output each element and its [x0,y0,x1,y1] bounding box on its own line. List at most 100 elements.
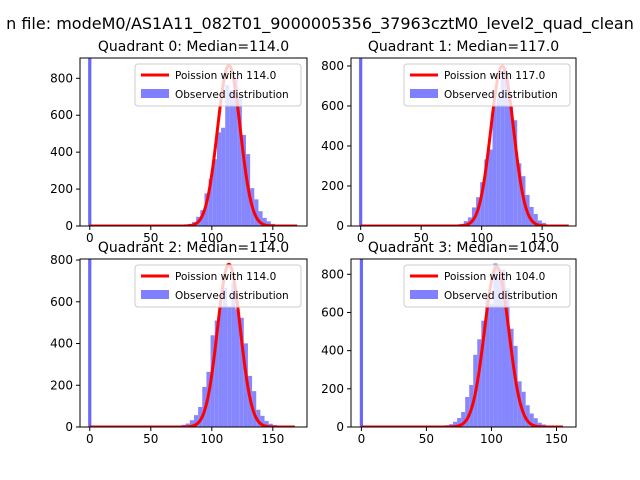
quadrant-0-legend-hist-label: Observed distribution [175,89,289,101]
quadrant-1-hist-bar [517,163,522,226]
quadrant-0-zero-bin [88,58,92,226]
quadrant-3-legend-hist-swatch [410,290,438,299]
quadrant-3-y-tick-label: 600 [321,305,344,319]
quadrant-2-y-tick-label: 200 [50,378,73,392]
quadrant-3-hist-bar [481,320,486,427]
quadrant-0-hist-bar [254,199,259,226]
quadrant-0-legend-hist-swatch [141,89,169,98]
quadrant-3-panel: 0 50 100 150 0 200 400 600 800 Quadrant 3: Median… [321,240,577,446]
quadrant-1-hist-bar [488,149,493,226]
quadrant-1-legend-hist-label: Observed distribution [444,89,558,101]
quadrant-3-x-tick-label: 50 [419,432,434,446]
quadrant-1-panel: 0 50 100 150 0 200 400 600 800 Quadrant 1: Median… [321,39,577,245]
quadrant-3-poisson-curve [360,265,564,427]
quadrant-2-plot-area [88,259,296,427]
quadrant-0-hist-bar [266,221,271,226]
quadrant-1-hist-bar [529,206,534,226]
quadrant-2-x-tick-label: 100 [200,432,223,446]
quadrant-0-x-tick-label: 100 [200,231,223,245]
quadrant-1-poisson-curve [359,64,570,226]
quadrant-2-hist-bar [214,320,219,427]
quadrant-3-hist-bar [529,413,534,427]
quadrant-1-axes-frame [350,57,577,227]
quadrant-3-hist-bar [493,263,498,427]
quadrant-2-hist-bar [223,287,228,427]
quadrant-3-x-tick-label: 0 [358,432,366,446]
quadrant-1-legend-hist-swatch [410,89,438,98]
quadrant-0-y-tick-label: 400 [50,145,73,159]
quadrant-2-hist-bar [256,409,261,427]
quadrant-0-hist-bar [237,95,242,226]
quadrant-0-x-tick-label: 150 [261,231,284,245]
quadrant-0-legend-box [134,63,302,107]
quadrant-3-hist-bar [537,422,542,427]
quadrant-3-title: Quadrant 3: Median=104.0 [368,240,559,256]
quadrant-0-hist-bar [229,89,234,226]
quadrant-2-y-tick-label: 400 [50,337,73,351]
quadrant-0-hist-bar [221,127,226,226]
quadrant-0-axes-frame [79,57,308,227]
quadrant-2-zero-bin [88,259,92,427]
quadrant-2-poisson-curve [88,262,296,427]
quadrant-2-axes-frame [79,258,308,428]
quadrant-2-hist-bar [218,305,224,427]
quadrant-3-hist-bar [501,269,506,427]
quadrant-2-hist-bar [235,309,240,427]
quadrant-3-hist-bar [525,405,530,427]
quadrant-0-x-tick-label: 0 [86,231,94,245]
quadrant-3-hist-bar [453,421,458,427]
quadrant-2-legend-fit-label: Poission with 114.0 [175,271,276,283]
quadrant-1-hist-bar [484,159,489,226]
quadrant-1-y-tick-label: 200 [321,179,344,193]
quadrant-1-hist-bar [508,106,514,226]
quadrant-2-y-tick-label: 800 [50,253,73,267]
quadrant-1-x-tick-label: 100 [470,231,493,245]
quadrant-0-legend: Poission with 114.0 Observed distribution [134,63,302,107]
quadrant-1-hist-bar [537,220,542,226]
quadrant-3-hist-bar [461,412,466,427]
quadrant-0-poisson-curve [88,63,299,226]
quadrant-2-hist-bar [198,406,203,427]
quadrant-2-legend: Poission with 114.0 Observed distribution [134,264,302,308]
quadrant-2-panel: 0 50 100 150 0 200 400 600 800 Quadrant 2: Median… [50,240,308,446]
quadrant-2-hist-bar [210,335,215,427]
quadrant-3-hist-bar [465,397,470,427]
quadrant-2-y-tick-label: 600 [50,295,73,309]
quadrant-2-hist-bar [264,421,269,427]
quadrant-3-hist-bar [505,288,510,427]
quadrant-1-hist-bar [533,213,538,226]
quadrant-3-axes-frame [350,258,577,428]
quadrant-0-hist-bar [208,178,213,226]
quadrant-0-hist-bar [225,85,230,226]
quadrant-2-hist-bar [189,420,194,427]
quadrant-3-hist-bar [457,418,462,427]
quadrant-3-hist-bar [489,303,494,427]
quadrant-3-y-tick-label: 0 [336,420,344,434]
quadrant-0-hist-bar [204,193,209,226]
quadrant-2-hist-bar [193,415,199,427]
quadrant-3-hist-bar [477,339,482,427]
quadrant-0-panel: 0 50 100 150 0 200 400 600 800 Quadrant 0: Median… [50,39,308,245]
quadrant-0-x-tick-label: 50 [143,231,158,245]
quadrant-2-legend-hist-swatch [141,290,169,299]
quadrant-1-y-tick-label: 600 [321,99,344,113]
figure-suptitle: n file: modeM0/AS1A11_082T01_9000005356_… [6,14,634,33]
quadrant-3-legend: Poission with 104.0 Observed distribution [403,264,571,308]
quadrant-1-legend-fit-label: Poission with 117.0 [444,70,545,82]
quadrant-0-legend-fit-label: Poission with 114.0 [175,70,276,82]
quadrant-1-hist-bar [496,97,501,226]
quadrant-3-plot-area [359,259,564,427]
quadrant-3-hist-bar [533,418,538,427]
quadrant-2-x-tick-label: 150 [261,432,284,446]
quadrant-3-y-tick-label: 400 [321,344,344,358]
quadrant-3-zero-bin [359,259,364,427]
quadrant-0-hist-bar [258,211,263,226]
quadrant-1-legend: Poission with 117.0 Observed distribution [403,63,571,107]
quadrant-1-zero-bin [359,58,363,226]
quadrant-2-y-tick-label: 0 [65,420,73,434]
quadrant-0-y-tick-label: 600 [50,108,73,122]
quadrant-2-x-tick-label: 0 [86,432,94,446]
quadrant-1-plot-area [359,58,570,226]
quadrant-1-x-tick-label: 0 [357,231,365,245]
quadrant-3-x-tick-label: 100 [480,432,503,446]
